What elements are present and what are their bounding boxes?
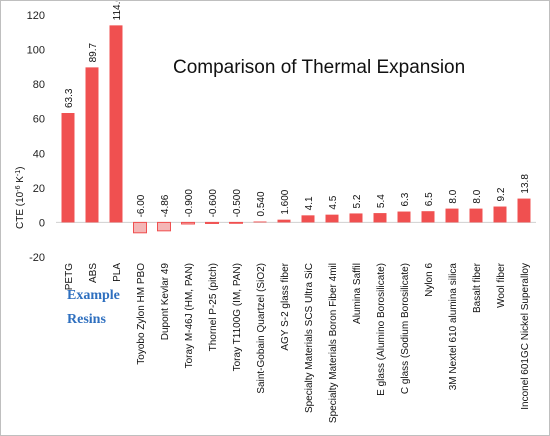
y-axis: -20 0 20 40 60 80 100 120 <box>27 10 536 264</box>
value-label: 8.0 <box>448 189 459 203</box>
value-label: 8.0 <box>472 189 483 203</box>
bars <box>61 25 531 234</box>
category-label: AGY S-2 glass fiber <box>280 262 291 350</box>
value-label: -4.86 <box>160 194 171 217</box>
bar <box>109 25 123 223</box>
bar <box>229 221 243 224</box>
category-label: Toray T1100G (IM, PAN) <box>232 263 243 371</box>
category-label: Dupont Kevlar 49 <box>160 263 171 341</box>
value-label: 6.3 <box>400 192 411 206</box>
value-label: 5.4 <box>376 194 387 208</box>
category-label: Specialty Materials Boron Fiber 4mil <box>328 263 339 423</box>
category-label: Basalt fiber <box>472 262 483 313</box>
value-labels: 63.3 89.7 114.0 -6.00 -4.86 -0.900 -0.600 -0.50… <box>64 1 531 217</box>
category-label: ABS <box>88 263 99 283</box>
category-label: Thornel P-25 (pitch) <box>208 263 219 351</box>
value-label: 63.3 <box>64 88 75 108</box>
value-label: -6.00 <box>136 194 147 217</box>
category-label: Specialty Materials SCS Ultra SiC <box>304 263 315 413</box>
y-tick-label: -20 <box>29 252 45 264</box>
bar <box>181 221 195 225</box>
category-label: Saint-Gobain Quartzel (SiO2) <box>256 263 267 394</box>
value-label: 13.8 <box>520 174 531 194</box>
annotation-resins: Resins <box>67 312 106 327</box>
category-label: Nylon 6 <box>424 263 435 297</box>
y-tick-label: 100 <box>27 45 45 57</box>
bar <box>277 219 291 223</box>
category-label: Alumina Saffil <box>352 263 363 324</box>
y-axis-label-sup2: -1 <box>15 170 22 176</box>
bar <box>133 221 147 234</box>
y-axis-label-end: ) <box>15 167 26 170</box>
chart-title: Comparison of Thermal Expansion <box>173 57 465 78</box>
bar <box>325 214 339 223</box>
bar <box>61 113 75 223</box>
value-label: -0.900 <box>184 189 195 218</box>
bar <box>397 211 411 223</box>
category-label: Toray M-46J (HM, PAN) <box>184 263 195 368</box>
y-tick-label: 40 <box>33 148 45 160</box>
value-label: 89.7 <box>88 42 99 62</box>
bar <box>373 213 387 223</box>
bar <box>85 67 99 223</box>
category-label: Inconel 601GC Nickel Superalloy <box>520 263 531 410</box>
y-axis-label-mid: K <box>15 176 26 186</box>
category-label: 3M Nextel 610 alumina silica <box>448 263 459 391</box>
value-label: 1.600 <box>280 189 291 214</box>
y-tick-label: 60 <box>33 114 45 126</box>
bar <box>445 208 459 223</box>
category-label: Toyobo Zylon HM PBO <box>136 263 147 365</box>
value-label: 9.2 <box>496 187 507 201</box>
y-tick-label: 80 <box>33 79 45 91</box>
value-label: 4.5 <box>328 195 339 209</box>
value-label: 4.1 <box>304 196 315 210</box>
bar <box>205 221 219 224</box>
y-axis-label-sup1: -6 <box>15 185 22 191</box>
category-labels: PETG ABS PLA Toyobo Zylon HM PBO Dupont Kevl… <box>64 262 531 423</box>
y-tick-label: 0 <box>39 217 45 229</box>
bar <box>517 198 531 223</box>
bar <box>349 213 363 223</box>
y-axis-label: CTE (10-6 K-1) <box>15 167 26 230</box>
bar <box>421 211 435 223</box>
bar <box>301 215 315 223</box>
value-label: 6.5 <box>424 192 435 206</box>
bar <box>493 206 507 223</box>
value-label: -0.500 <box>232 189 243 218</box>
value-label: 0.540 <box>256 191 267 216</box>
value-label: -0.600 <box>208 189 219 218</box>
y-tick-label: 120 <box>27 10 45 22</box>
annotation-example: Example <box>67 288 120 303</box>
category-label: PLA <box>112 263 123 282</box>
value-label: 5.2 <box>352 194 363 208</box>
category-label: E glass (Alumino Borosilicate) <box>376 263 387 396</box>
category-label: C glass (Sodium Borosilicate) <box>400 263 411 394</box>
y-axis-label-main: CTE (10 <box>15 191 26 229</box>
category-label: PETG <box>64 263 75 290</box>
category-label: Wool fiber <box>496 262 507 308</box>
bar <box>253 221 267 223</box>
bar <box>157 221 171 232</box>
y-tick-label: 20 <box>33 183 45 195</box>
bar <box>469 208 483 223</box>
value-label: 114.0 <box>112 1 123 20</box>
